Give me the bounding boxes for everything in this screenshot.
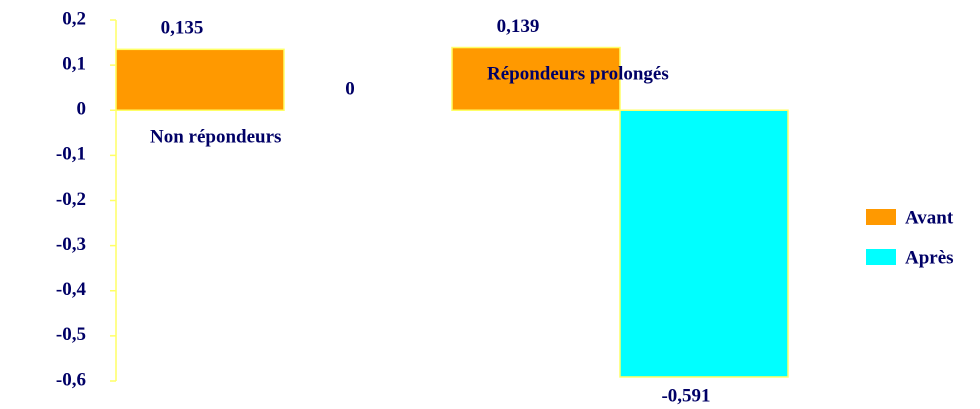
y-tick-label: 0,2 <box>62 8 86 29</box>
data-label: 0,139 <box>497 16 540 37</box>
data-label: 0 <box>345 79 355 100</box>
data-label: 0,135 <box>161 18 204 39</box>
y-tick-label: 0,1 <box>62 53 86 74</box>
bar <box>619 109 789 378</box>
y-tick-label: -0,4 <box>56 279 87 300</box>
category-label: Non répondeurs <box>150 126 281 147</box>
y-tick-label: 0 <box>77 99 87 120</box>
y-tick-label: -0,3 <box>56 234 86 255</box>
bar <box>115 48 285 111</box>
data-label: -0,591 <box>661 385 710 406</box>
y-tick-label: -0,6 <box>56 369 86 390</box>
y-tick-label: -0,2 <box>56 189 86 210</box>
legend-swatch <box>866 249 896 265</box>
bar <box>451 46 621 111</box>
legend-label: Après <box>905 247 954 268</box>
category-label: Répondeurs prolongés <box>487 63 669 84</box>
y-tick-label: -0,1 <box>56 144 86 165</box>
legend-swatch <box>866 209 896 225</box>
y-tick-label: -0,5 <box>56 324 86 345</box>
legend-label: Avant <box>905 207 954 228</box>
